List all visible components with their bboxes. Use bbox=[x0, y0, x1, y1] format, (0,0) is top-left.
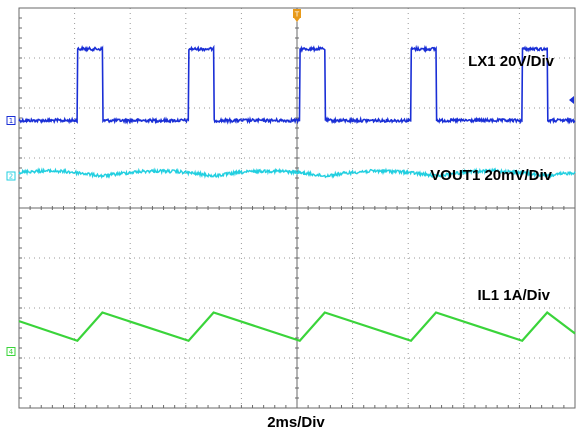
channel-1-marker-label: 1 bbox=[9, 117, 13, 125]
channel-2-ground-marker bbox=[6, 171, 16, 181]
channel-1-ground-marker bbox=[6, 116, 16, 125]
channel-4-ground-marker bbox=[6, 347, 16, 356]
trigger-marker bbox=[293, 9, 301, 18]
traces bbox=[18, 44, 576, 343]
graticule bbox=[18, 7, 576, 409]
trigger-marker-label: T bbox=[294, 11, 300, 19]
trace-channel-2 bbox=[18, 167, 576, 180]
channel-4-marker-label: 4 bbox=[9, 348, 14, 356]
channel-4-label: IL1 1A/Div bbox=[477, 287, 550, 304]
trigger-marker-pointer bbox=[294, 18, 300, 22]
channel-markers: 1 2 4 T bbox=[6, 9, 574, 356]
trace-channel-4 bbox=[18, 311, 576, 343]
trace-channel-1 bbox=[18, 44, 576, 125]
channel-2-label: VOUT1 20mV/Div bbox=[430, 167, 552, 184]
x-axis-label: 2ms/Div bbox=[267, 414, 325, 430]
channel-1-label: LX1 20V/Div bbox=[468, 53, 555, 70]
trigger-level-marker bbox=[569, 96, 574, 104]
graticule-frame bbox=[18, 7, 576, 409]
channel-2-marker-label: 2 bbox=[9, 173, 13, 181]
